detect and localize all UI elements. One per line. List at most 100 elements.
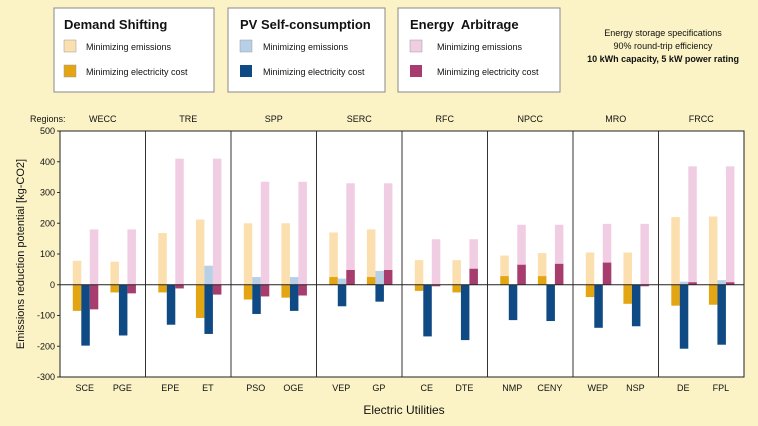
x-axis-title: Electric Utilities: [363, 403, 444, 417]
bar-ce-energy-arbitrage-emissions: [431, 239, 441, 285]
bar-gp-pv-self-consumption-cost: [375, 284, 384, 302]
bar-ce-demand-shifting-cost: [414, 284, 424, 291]
bar-nmp-pv-self-consumption-cost: [508, 284, 518, 321]
legend-swatch-pv-cost: [240, 65, 252, 77]
region-label-rfc: RFC: [436, 114, 455, 124]
bar-de-pv-self-consumption-emissions: [679, 281, 689, 285]
legend-label-ea-cost: Minimizing electricity cost: [437, 67, 539, 77]
bar-wep-demand-shifting-emissions: [585, 252, 595, 285]
bar-pge-demand-shifting-cost: [110, 284, 119, 293]
x-tick-label-nsp: NSP: [626, 383, 645, 393]
bar-pge-pv-self-consumption-cost: [118, 284, 128, 336]
legend-swatch-pv-emissions: [239, 39, 253, 53]
bar-nsp-energy-arbitrage-emissions: [640, 223, 649, 285]
bar-de-energy-arbitrage-cost: [688, 282, 697, 285]
bar-nsp-pv-self-consumption-cost: [631, 284, 641, 327]
y-tick-label: 500: [40, 126, 55, 136]
bar-et-energy-arbitrage-cost: [212, 284, 222, 295]
region-label-frcc: FRCC: [689, 114, 714, 124]
bar-nmp-energy-arbitrage-emissions: [517, 224, 526, 285]
region-label-mro: MRO: [605, 114, 626, 124]
bar-pso-demand-shifting-cost: [243, 284, 253, 300]
x-tick-label-fpl: FPL: [713, 383, 730, 393]
bar-ce-energy-arbitrage-cost: [431, 284, 441, 287]
bar-wep-pv-self-consumption-cost: [594, 284, 603, 328]
bar-sce-demand-shifting-emissions: [72, 260, 82, 285]
bar-et-demand-shifting-emissions: [195, 219, 205, 285]
spec-line-2: 90% round-trip efficiency: [614, 41, 713, 51]
regions-label: Regions:: [30, 114, 66, 124]
bar-gp-energy-arbitrage-cost: [383, 269, 393, 285]
legend-swatch-ds-cost: [63, 64, 77, 78]
bar-pge-energy-arbitrage-cost: [127, 284, 136, 294]
bar-et-energy-arbitrage-emissions: [212, 158, 222, 285]
bar-de-demand-shifting-cost: [671, 284, 680, 306]
bar-ceny-pv-self-consumption-cost: [546, 284, 555, 322]
y-tick-label: 0: [50, 280, 55, 290]
bar-nsp-energy-arbitrage-cost: [640, 284, 649, 287]
y-tick-label: 400: [40, 157, 55, 167]
bar-epe-demand-shifting-cost: [158, 284, 167, 293]
bar-pso-pv-self-consumption-emissions: [252, 277, 261, 285]
legend-label-pv-cost: Minimizing electricity cost: [263, 67, 365, 77]
bar-dte-demand-shifting-cost: [452, 284, 461, 293]
bar-sce-pv-self-consumption-cost: [81, 284, 90, 346]
bar-dte-energy-arbitrage-cost: [469, 268, 478, 285]
x-tick-label-nmp: NMP: [502, 383, 522, 393]
bar-oge-demand-shifting-cost: [281, 284, 290, 298]
bar-vep-demand-shifting-cost: [329, 277, 338, 285]
spec-line-1: Energy storage specifications: [604, 28, 722, 38]
legend-label-ds-emissions: Minimizing emissions: [86, 42, 172, 52]
bar-gp-demand-shifting-cost: [366, 277, 376, 285]
legend-box-demand-shifting: [53, 7, 215, 93]
bar-fpl-pv-self-consumption-cost: [717, 284, 726, 345]
bar-vep-pv-self-consumption-emissions: [337, 278, 347, 285]
bar-oge-energy-arbitrage-emissions: [298, 181, 307, 285]
bar-sce-energy-arbitrage-cost: [89, 284, 99, 310]
bar-gp-energy-arbitrage-emissions: [383, 183, 393, 285]
region-labels: WECC TRE SPP SERC RFC NPCC MRO FRCC: [89, 114, 714, 124]
legend-swatch-ds-emissions: [63, 39, 77, 53]
bar-pso-pv-self-consumption-cost: [252, 284, 261, 314]
x-tick-label-vep: VEP: [332, 383, 350, 393]
bar-fpl-demand-shifting-cost: [708, 284, 718, 305]
bar-fpl-energy-arbitrage-emissions: [725, 166, 735, 285]
region-label-npcc: NPCC: [517, 114, 543, 124]
bar-gp-pv-self-consumption-emissions: [375, 270, 384, 285]
bar-epe-energy-arbitrage-emissions: [175, 158, 184, 285]
y-tick-label: -100: [37, 311, 55, 321]
x-tick-label-dte: DTE: [455, 383, 473, 393]
legend-pv-self-consumption: PV Self-consumption Minimizing emissions…: [227, 7, 386, 93]
bar-nsp-demand-shifting-cost: [623, 284, 632, 304]
bar-epe-pv-self-consumption-cost: [166, 284, 176, 325]
legend-demand-shifting: Demand Shifting Minimizing emissions Min…: [53, 7, 215, 93]
spec-line-3: 10 kWh capacity, 5 kW power rating: [587, 54, 739, 64]
legend-swatch-ea-emissions: [409, 39, 423, 53]
x-tick-label-de: DE: [677, 383, 690, 393]
bar-vep-pv-self-consumption-cost: [337, 284, 347, 307]
bar-nmp-demand-shifting-cost: [500, 276, 509, 285]
x-tick-label-gp: GP: [372, 383, 385, 393]
bar-epe-energy-arbitrage-cost: [175, 284, 184, 289]
bar-pge-demand-shifting-emissions: [110, 261, 119, 285]
x-tick-label-epe: EPE: [161, 383, 179, 393]
spec-text: Energy storage specifications 90% round-…: [587, 28, 739, 64]
bar-nmp-demand-shifting-emissions: [500, 255, 509, 285]
bar-oge-pv-self-consumption-emissions: [289, 277, 299, 285]
y-tick-label: 100: [40, 249, 55, 259]
bar-de-demand-shifting-emissions: [671, 217, 680, 285]
region-label-tre: TRE: [179, 114, 197, 124]
bar-pge-energy-arbitrage-emissions: [127, 229, 136, 285]
x-tick-label-wep: WEP: [588, 383, 609, 393]
bar-wep-demand-shifting-cost: [585, 284, 595, 298]
bar-sce-demand-shifting-cost: [72, 284, 82, 311]
y-tick-label: -200: [37, 341, 55, 351]
bar-ceny-demand-shifting-emissions: [537, 253, 547, 285]
bar-vep-demand-shifting-emissions: [329, 232, 338, 285]
bar-ce-demand-shifting-emissions: [414, 260, 424, 285]
plot-frame: [59, 130, 745, 378]
bar-et-demand-shifting-cost: [195, 284, 205, 318]
bar-wep-energy-arbitrage-cost: [602, 262, 612, 285]
